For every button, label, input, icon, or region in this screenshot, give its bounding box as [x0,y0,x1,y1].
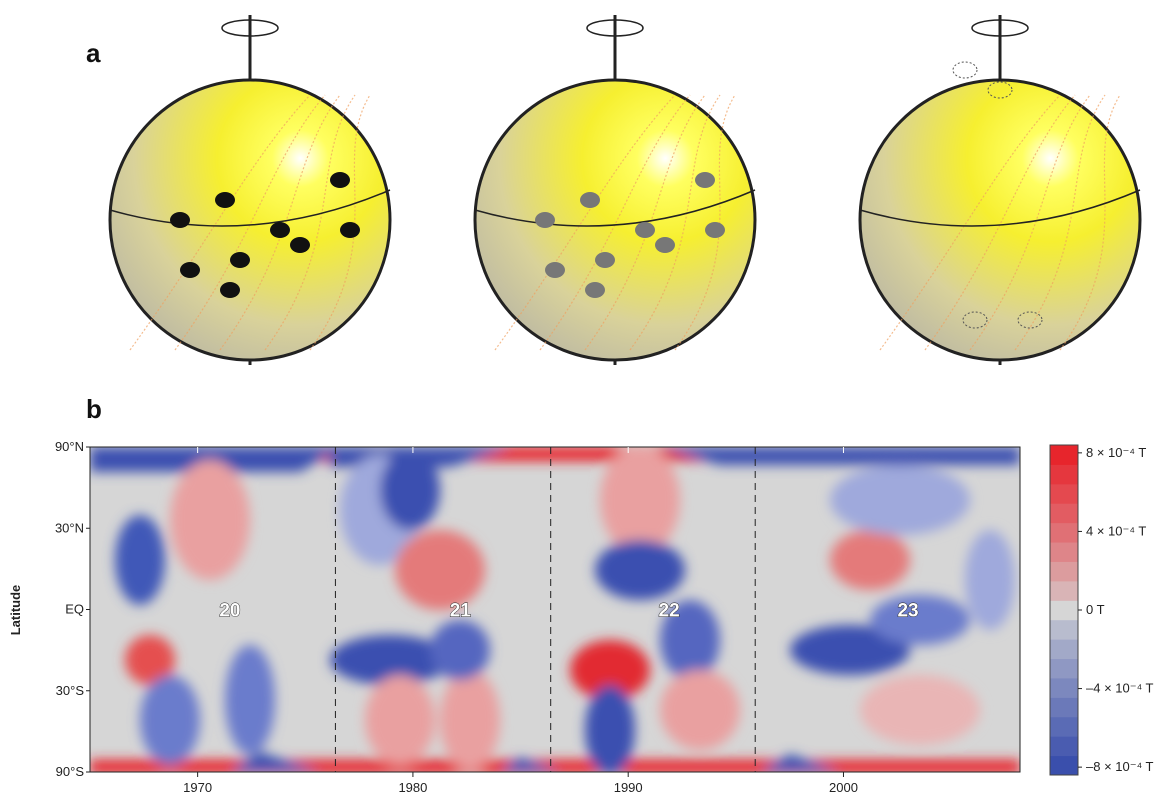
sphere-panels [110,15,1140,365]
colorbar-step [1050,736,1078,756]
colorbar-step [1050,600,1078,620]
colorbar-label: –8 × 10⁻⁴ T [1086,759,1154,774]
y-tick-label: EQ [65,602,84,617]
y-tick-label: 30°N [55,520,84,535]
figure: a b Latitude 90°N 30°N EQ 30°S 90°S 1970 1980 19… [0,0,1173,799]
x-tick-label: 2000 [829,780,858,795]
colorbar-step [1050,445,1078,465]
sunspot [635,222,655,238]
colorbar-step [1050,639,1078,659]
colorbar-step [1050,542,1078,562]
y-axis-label: Latitude [8,585,23,636]
sunspot [535,212,555,228]
cycle-label: 21 [450,601,472,622]
colorbar-step [1050,561,1078,581]
colorbar-step [1050,581,1078,601]
colorbar-step [1050,503,1078,523]
sunspot [220,282,240,298]
colorbar-step [1050,678,1078,698]
cycle-label: 20 [219,601,240,622]
x-tick-label: 1990 [614,780,643,795]
sunspot [215,192,235,208]
colorbar-step [1050,620,1078,640]
sunspot [330,172,350,188]
colorbar-step [1050,464,1078,484]
colorbar-label: –4 × 10⁻⁴ T [1086,681,1154,696]
colorbar-label: 4 × 10⁻⁴ T [1086,523,1146,538]
colorbar-step [1050,756,1078,776]
colorbar-step [1050,717,1078,737]
colorbar-step [1050,659,1078,679]
panel-label: b [86,394,102,424]
sunspot [705,222,725,238]
polar-region [953,62,977,78]
x-tick-label: 1970 [183,780,212,795]
page: {"panel_a": {"label": "a"}, "chart_data"… [0,0,1173,804]
sunspot [270,222,290,238]
sunspot [585,282,605,298]
sunspot [580,192,600,208]
colorbar-step [1050,484,1078,504]
panel-label: a [86,38,101,68]
sunspot [340,222,360,238]
y-tick-label: 90°N [55,439,84,454]
sunspot [170,212,190,228]
y-tick-label: 90°S [56,764,85,779]
sunspot [290,237,310,253]
x-tick-label: 1980 [398,780,427,795]
colorbar-step [1050,697,1078,717]
y-tick-label: 30°S [56,683,85,698]
sunspot [595,252,615,268]
colorbar-label: 0 T [1086,602,1105,617]
sunspot [180,262,200,278]
sunspot [655,237,675,253]
sunspot [230,252,250,268]
colorbar-label: 8 × 10⁻⁴ T [1086,445,1146,460]
cycle-label: 22 [659,601,680,622]
colorbar-step [1050,523,1078,543]
cycle-label: 23 [897,601,918,622]
sunspot [695,172,715,188]
sunspot [545,262,565,278]
